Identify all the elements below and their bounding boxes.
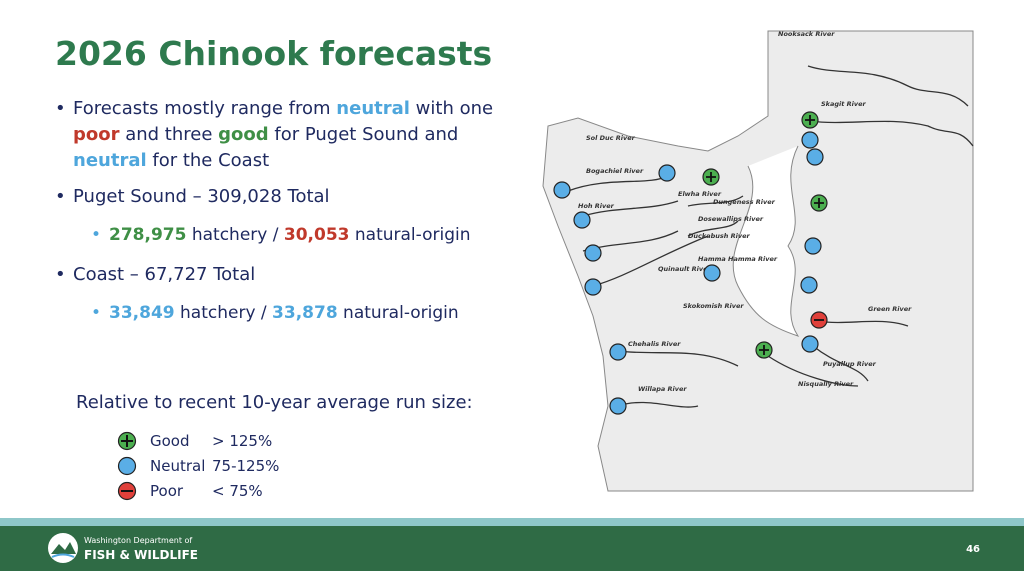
river-label: Chehalis River — [628, 340, 681, 348]
legend-heading: Relative to recent 10-year average run s… — [76, 392, 473, 413]
bullet: Puget Sound – 309,028 Total — [55, 184, 525, 210]
text-run: Forecasts mostly range from — [73, 98, 337, 119]
sub-bullet: 278,975 hatchery / 30,053 natural-origin — [55, 222, 525, 248]
river-label: Nisqually River — [798, 380, 854, 388]
footer-strip — [0, 518, 1024, 526]
river-label: Quinault River — [658, 265, 711, 273]
agency-logo — [48, 533, 78, 563]
text-run: and three — [119, 124, 219, 145]
river-label: Sol Duc River — [586, 134, 636, 142]
legend-icon — [117, 431, 137, 451]
river-label: Dosewallips River — [698, 215, 764, 223]
bullet: Forecasts mostly range from neutral with… — [55, 96, 525, 174]
river-label: Skagit River — [821, 100, 867, 108]
legend-icon — [117, 481, 137, 501]
emphasis: 30,053 — [283, 225, 350, 245]
legend-label: Neutral — [150, 457, 206, 475]
emphasis: 278,975 — [109, 225, 187, 245]
emphasis: 33,878 — [272, 303, 338, 323]
legend-label: Good — [150, 432, 190, 450]
sub-bullet: 33,849 hatchery / 33,878 natural-origin — [55, 300, 525, 326]
river-label: Dungeness River — [713, 198, 776, 206]
agency-line1: Washington Department of — [84, 536, 193, 545]
legend-range: < 75% — [212, 482, 263, 500]
title: 2026 Chinook forecasts — [55, 34, 493, 73]
footer: Washington Department of FISH & WILDLIFE… — [0, 526, 1024, 571]
text-run: hatchery / — [174, 303, 273, 323]
text-run: Coast – 67,727 Total — [73, 264, 256, 285]
river-label: Hoh River — [578, 202, 615, 210]
emphasis: good — [218, 124, 269, 145]
rivers — [567, 65, 974, 408]
river-label: Elwha River — [678, 190, 722, 198]
legend-range: > 125% — [212, 432, 273, 450]
map: Nooksack River Skagit River Sol Duc River B… — [538, 26, 978, 496]
markers — [553, 111, 828, 415]
river-label: Duckabush River — [688, 232, 751, 240]
emphasis: neutral — [336, 98, 410, 119]
river-label: Puyallup River — [823, 360, 877, 368]
text-run: with one — [409, 98, 494, 119]
emphasis: neutral — [73, 150, 147, 171]
page-number: 46 — [966, 544, 980, 555]
legend-item: Poor < 75% — [116, 480, 263, 502]
river-label: Bogachiel River — [586, 167, 644, 175]
river-label: Skokomish River — [683, 302, 744, 310]
text-run: Puget Sound – 309,028 Total — [73, 186, 330, 207]
bullet: Coast – 67,727 Total — [55, 262, 525, 288]
text-run: natural-origin — [337, 303, 459, 323]
text-run: for Puget Sound and — [268, 124, 459, 145]
emphasis: poor — [73, 124, 120, 145]
emphasis: 33,849 — [109, 303, 175, 323]
legend-icon — [117, 456, 137, 476]
river-label: Nooksack River — [778, 30, 835, 38]
text-run: for the Coast — [146, 150, 270, 171]
river-label: Green River — [868, 305, 912, 313]
legend-item: Neutral 75-125% — [116, 455, 279, 477]
puget-sound — [732, 145, 800, 337]
bullet-list: Forecasts mostly range from neutral with… — [55, 96, 525, 340]
river-label: Hamma Hamma River — [698, 255, 778, 263]
text-run: natural-origin — [349, 225, 471, 245]
legend-range: 75-125% — [212, 457, 280, 475]
agency-line2: FISH & WILDLIFE — [84, 548, 198, 562]
legend-item: Good > 125% — [116, 430, 272, 452]
river-label: Willapa River — [638, 385, 687, 393]
legend-label: Poor — [150, 482, 184, 500]
text-run: hatchery / — [186, 225, 284, 245]
